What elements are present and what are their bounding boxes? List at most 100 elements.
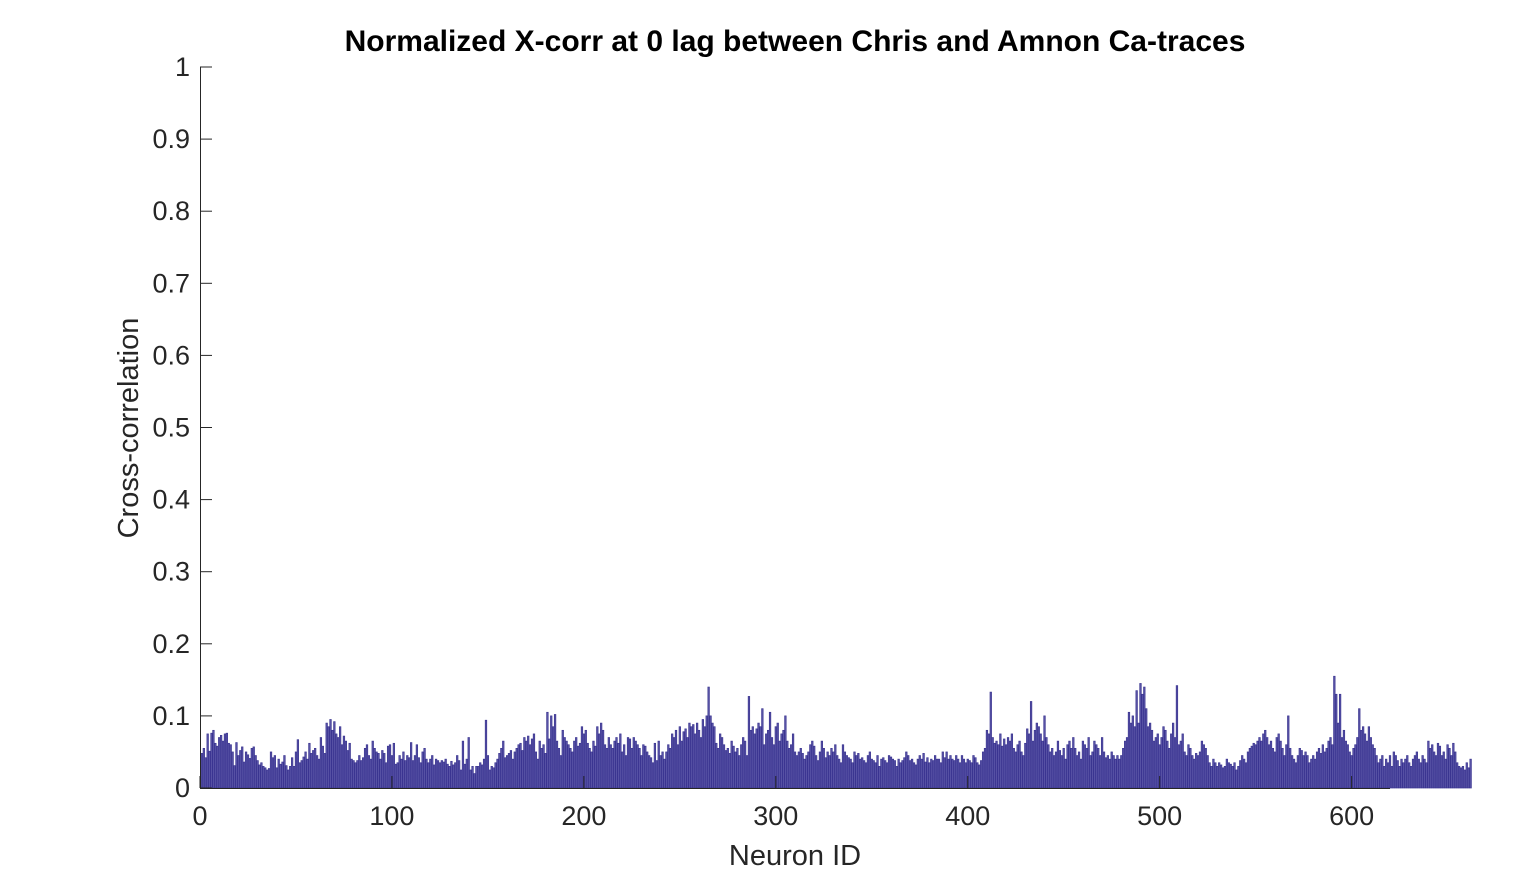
bar-neuron-144	[475, 766, 478, 789]
bar-neuron-174	[532, 733, 536, 789]
bar-neuron-237	[653, 742, 657, 789]
bar-neuron-534	[1223, 766, 1227, 789]
bar-neuron-562	[1277, 733, 1280, 789]
bar-neuron-422	[1008, 740, 1012, 789]
bar-neuron-462	[1085, 747, 1088, 789]
y-tick-label: 0.7	[152, 268, 190, 298]
bar-neuron-454	[1070, 747, 1073, 789]
bar-neuron-518	[1193, 758, 1196, 789]
bar-neuron-79	[350, 758, 353, 789]
bar-neuron-350	[870, 758, 873, 789]
bar-neuron-483	[1125, 737, 1129, 789]
bar-neuron-472	[1104, 757, 1108, 789]
bar-neuron-224	[628, 738, 632, 789]
bar-neuron-366	[901, 760, 904, 789]
bar-neuron-394	[955, 755, 958, 789]
bar-neuron-497	[1152, 740, 1156, 789]
bar-neuron-122	[433, 764, 436, 789]
bar-neuron-21	[239, 750, 242, 789]
bar-neuron-316	[805, 755, 808, 789]
bar-neuron-30	[256, 760, 259, 789]
bar-neuron-78	[348, 742, 351, 789]
bar-neuron-406	[978, 764, 981, 789]
bar-neuron-192	[567, 744, 570, 789]
bar-neuron-142	[471, 766, 474, 789]
bar-neuron-139	[465, 758, 468, 789]
bar-neuron-298	[770, 737, 774, 789]
bar-neuron-407	[980, 760, 983, 789]
bar-neuron-253	[684, 728, 687, 789]
bar-neuron-267	[711, 722, 714, 789]
bar-neuron-591	[1333, 675, 1336, 789]
bar-neuron-536	[1227, 762, 1230, 789]
bar-neuron-294	[763, 744, 766, 789]
bar-neuron-531	[1218, 762, 1221, 789]
bar-neuron-318	[809, 744, 812, 789]
bar-neuron-261	[699, 737, 703, 789]
bar-neuron-414	[993, 742, 996, 789]
bar-neuron-345	[861, 757, 864, 789]
bar-neuron-430	[1024, 742, 1027, 789]
bar-neuron-658	[1461, 766, 1465, 789]
bar-neuron-153	[492, 767, 495, 789]
bar-neuron-508	[1173, 737, 1177, 789]
bar-neuron-101	[392, 742, 395, 789]
bar-neuron-208	[598, 733, 601, 789]
bar-neuron-149	[484, 719, 488, 789]
bar-neuron-419	[1003, 738, 1006, 789]
bar-neuron-187	[557, 747, 561, 789]
bar-neuron-1	[200, 753, 204, 789]
bar-neuron-85	[362, 757, 365, 789]
bar-neuron-515	[1187, 744, 1190, 789]
bar-neuron-35	[266, 769, 269, 789]
bar-neuron-229	[638, 747, 641, 789]
bar-neuron-541	[1237, 766, 1240, 789]
bar-neuron-257	[692, 724, 695, 789]
bar-neuron-397	[960, 755, 964, 789]
bar-neuron-272	[720, 737, 724, 789]
bar-neuron-150	[486, 755, 490, 789]
bar-neuron-324	[820, 740, 823, 789]
bar-neuron-258	[694, 733, 697, 789]
bar-neuron-61	[315, 755, 319, 789]
bar-neuron-495	[1148, 722, 1152, 789]
bar-neuron-452	[1066, 744, 1069, 789]
bar-neuron-432	[1028, 733, 1031, 789]
bar-neuron-207	[596, 726, 599, 789]
bar-neuron-338	[847, 757, 850, 789]
bar-neuron-113	[415, 744, 419, 789]
bar-neuron-441	[1045, 737, 1048, 789]
bar-neuron-442	[1047, 744, 1050, 789]
bar-neuron-488	[1135, 690, 1138, 789]
bar-neuron-328	[828, 755, 831, 789]
bar-neuron-241	[661, 751, 664, 789]
bar-neuron-513	[1183, 751, 1186, 789]
bar-neuron-467	[1095, 744, 1098, 789]
bar-neuron-570	[1292, 758, 1296, 789]
bar-neuron-405	[976, 762, 979, 789]
bar-neuron-634	[1415, 751, 1418, 789]
bar-neuron-309	[791, 733, 795, 789]
bar-neuron-439	[1041, 740, 1044, 789]
bar-neuron-17	[231, 751, 234, 789]
bar-neuron-481	[1122, 747, 1125, 789]
bar-neuron-46	[287, 769, 290, 789]
bar-neuron-463	[1087, 737, 1090, 789]
bar-neuron-311	[795, 755, 799, 789]
bar-neuron-194	[571, 751, 574, 789]
bar-neuron-559	[1271, 747, 1275, 789]
bar-neuron-14	[225, 732, 228, 789]
bar-neuron-31	[258, 764, 261, 789]
bar-neuron-268	[713, 726, 716, 789]
bar-neuron-288	[751, 726, 754, 789]
bar-neuron-460	[1081, 740, 1085, 789]
bar-neuron-41	[277, 758, 280, 789]
bar-neuron-631	[1409, 766, 1413, 789]
bar-neuron-51	[296, 739, 300, 789]
bar-neuron-499	[1156, 733, 1159, 789]
bar-neuron-82	[356, 760, 359, 789]
bar-neuron-106	[402, 751, 405, 789]
bar-neuron-87	[365, 744, 369, 789]
bar-neuron-50	[294, 751, 298, 789]
axes	[200, 67, 1390, 789]
